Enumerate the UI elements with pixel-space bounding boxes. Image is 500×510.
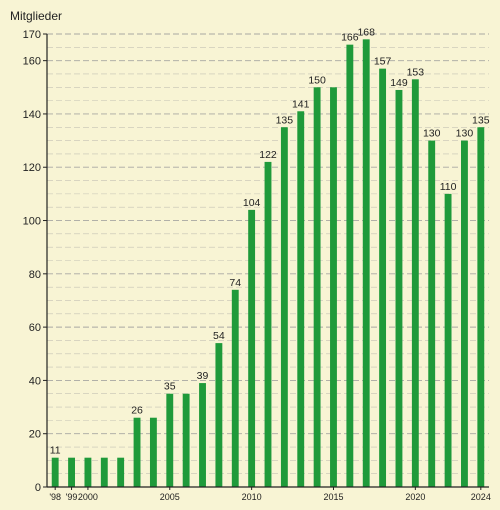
data-label: 153	[407, 66, 425, 78]
data-label: 39	[197, 370, 209, 382]
bar	[297, 111, 305, 487]
bars	[51, 39, 485, 488]
bar	[444, 193, 452, 487]
bar	[280, 127, 288, 487]
data-labels: 1126353954741041221351411501661681571491…	[50, 26, 490, 456]
y-tick-label: 80	[29, 269, 41, 281]
bar	[84, 457, 92, 487]
bar	[231, 289, 239, 487]
bar	[248, 209, 256, 487]
data-label: 54	[213, 330, 225, 342]
data-label: 168	[357, 26, 375, 38]
bar	[379, 68, 387, 487]
data-label: 130	[456, 128, 474, 140]
data-label: 157	[374, 56, 392, 68]
bar	[51, 457, 59, 487]
bar	[199, 383, 206, 487]
bar	[428, 140, 436, 487]
y-tick-label: 20	[29, 429, 41, 441]
data-label: 11	[50, 445, 61, 457]
bar	[461, 140, 468, 487]
data-label: 35	[164, 381, 176, 393]
bar	[215, 343, 223, 487]
x-tick-label: 2015	[323, 492, 343, 502]
bar	[100, 457, 108, 487]
data-label: 150	[308, 74, 326, 86]
bar	[411, 79, 419, 488]
bar	[313, 87, 321, 487]
bar	[477, 127, 485, 487]
data-label: 74	[229, 277, 241, 289]
bar	[149, 417, 157, 487]
x-tick-label: 2000	[78, 492, 98, 502]
data-label: 130	[423, 128, 441, 140]
x-tick-label: 2020	[405, 492, 425, 502]
y-tick-label: 140	[23, 109, 41, 121]
bar	[117, 457, 125, 487]
bar	[133, 417, 141, 487]
data-label: 110	[440, 181, 457, 193]
data-label: 135	[276, 114, 294, 126]
x-tick-label: 2024	[471, 492, 491, 502]
y-tick-label: 120	[23, 162, 41, 174]
bar	[68, 457, 75, 487]
y-tick-label: 170	[23, 29, 41, 41]
bar	[346, 44, 354, 488]
y-axis-ticks: 0 20 40 60 80 100 120 140 160 170	[23, 29, 47, 494]
bar	[182, 393, 190, 487]
data-label: 104	[243, 197, 261, 209]
x-tick-label: 2010	[242, 492, 262, 502]
data-label: 135	[472, 114, 490, 126]
bar	[395, 89, 403, 487]
y-tick-label: 100	[23, 216, 41, 228]
y-axis-label: Mitglieder	[10, 9, 62, 23]
data-label: 122	[259, 149, 277, 161]
data-label: 149	[390, 77, 408, 89]
bar	[362, 39, 370, 488]
bar	[166, 393, 174, 487]
x-tick-label: '98	[49, 492, 61, 502]
bar	[264, 161, 272, 487]
y-tick-label: 60	[29, 322, 41, 334]
data-label: 26	[131, 405, 143, 417]
x-tick-label: '99	[66, 492, 78, 502]
data-label: 141	[292, 98, 310, 110]
x-tick-label: 2005	[160, 492, 180, 502]
y-tick-label: 40	[29, 375, 41, 387]
y-tick-label: 0	[35, 482, 41, 494]
data-label: 166	[341, 32, 359, 44]
bar	[330, 87, 337, 487]
y-tick-label: 160	[23, 56, 41, 68]
